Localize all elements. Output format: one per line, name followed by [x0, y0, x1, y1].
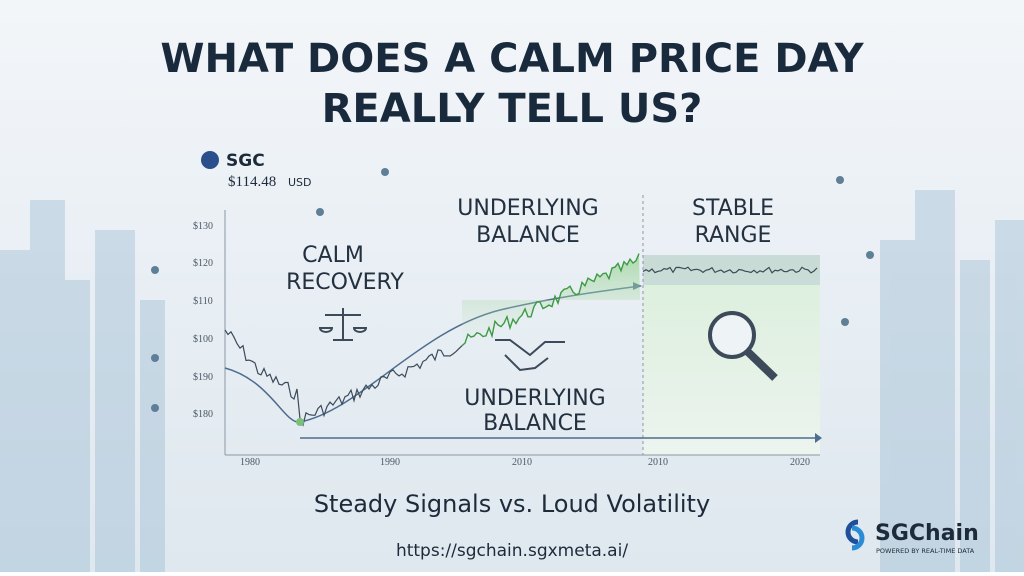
- node-dot: [151, 266, 159, 274]
- building: [915, 190, 955, 572]
- coin-icon: [201, 151, 219, 169]
- building: [880, 240, 915, 572]
- annotation: BALANCE: [483, 411, 587, 436]
- logo-mark: [845, 519, 865, 551]
- node-dot: [841, 318, 849, 326]
- y-tick-label: $120: [193, 258, 213, 269]
- url: https://sgchain.sgxmeta.ai/: [396, 541, 628, 561]
- scale-icon: [318, 308, 368, 341]
- building: [60, 280, 90, 572]
- annotation: CALM: [302, 243, 364, 268]
- building: [95, 230, 135, 572]
- x-tick-label: 1990: [380, 457, 400, 468]
- building: [140, 300, 165, 572]
- annotation: RANGE: [695, 223, 772, 248]
- node-dot: [151, 354, 159, 362]
- y-tick-label: $180: [193, 409, 213, 420]
- annotation: UNDERLYING: [464, 386, 605, 411]
- x-tick-label: 1980: [240, 457, 260, 468]
- building: [960, 260, 990, 572]
- x-tick-label: 2010: [648, 457, 668, 468]
- node-dot: [866, 251, 874, 259]
- y-tick-label: $190: [193, 372, 213, 383]
- node-dot: [836, 176, 844, 184]
- building: [0, 250, 40, 572]
- annotation: BALANCE: [476, 223, 580, 248]
- subtitle: Steady Signals vs. Loud Volatility: [314, 490, 710, 518]
- y-tick-label: $110: [193, 296, 213, 307]
- logo-tagline: POWERED BY REAL-TIME DATA: [876, 547, 975, 555]
- price-line-green: [461, 253, 640, 347]
- y-tick-label: $100: [193, 334, 213, 345]
- title-line: WHAT DOES A CALM PRICE DAY: [160, 36, 864, 82]
- x-tick-label: 2020: [790, 457, 810, 468]
- logo-name: SGChain: [875, 521, 979, 546]
- node-dot: [316, 208, 324, 216]
- building: [995, 220, 1024, 572]
- skyline: [0, 190, 1024, 572]
- y-tick-label: $130: [193, 221, 213, 232]
- x-tick-label: 2010: [512, 457, 532, 468]
- annotation: STABLE: [692, 196, 774, 221]
- ticker-symbol: SGC: [226, 151, 265, 171]
- price-area: [462, 253, 640, 346]
- handshake-icon: [495, 339, 565, 372]
- title-line: REALLY TELL US?: [322, 86, 703, 132]
- price-line: [224, 329, 463, 427]
- arrow-head: [815, 433, 822, 443]
- annotation: RECOVERY: [286, 270, 404, 295]
- dot: [296, 418, 304, 426]
- stable-line: [642, 266, 818, 274]
- ticker-price: $114.48: [228, 174, 276, 190]
- node-dot: [381, 168, 389, 176]
- magnifier-icon: [708, 311, 778, 381]
- ticker-currency: USD: [288, 176, 312, 189]
- annotation: UNDERLYING: [457, 196, 598, 221]
- node-dot: [151, 404, 159, 412]
- building: [30, 200, 65, 572]
